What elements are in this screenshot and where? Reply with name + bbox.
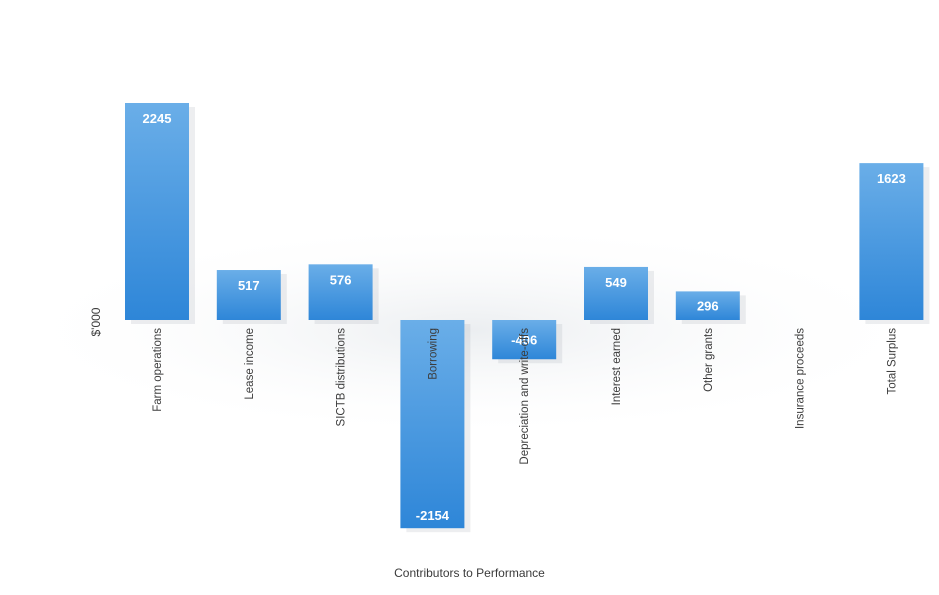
- bar-sictb-distributions: [308, 264, 373, 320]
- labels-layer: 2245 Farm operations 517 Lease income 576 SIC…: [143, 111, 906, 523]
- bar-total-surplus: [859, 163, 924, 320]
- x-tick-label: Borrowing: [427, 328, 439, 380]
- data-label: 517: [238, 278, 260, 293]
- data-label: 296: [697, 299, 719, 314]
- x-tick-label: Insurance proceeds: [795, 328, 807, 429]
- x-tick-label: Depreciation and write-offs: [519, 328, 531, 465]
- y-axis-label: $'000: [89, 307, 103, 336]
- bars-layer: [125, 103, 930, 533]
- data-label: 549: [605, 275, 627, 290]
- x-tick-label: Total Surplus: [886, 328, 898, 395]
- bar-other-grants: [675, 291, 740, 320]
- data-label: -2154: [416, 508, 450, 523]
- data-label: 576: [330, 272, 352, 287]
- bar-interest-earned: [584, 266, 648, 320]
- bar-farm-operations: [125, 103, 189, 320]
- bar-borrowing: [400, 320, 465, 529]
- bar-depreciation-and-write-offs: [492, 320, 557, 360]
- x-tick-label: Farm operations: [152, 328, 164, 412]
- x-tick-label: Lease income: [244, 328, 256, 400]
- x-tick-label: Interest earned: [611, 328, 623, 405]
- x-tick-label: SICTB distributions: [336, 328, 348, 427]
- chart-caption: Contributors to Performance: [394, 566, 545, 580]
- data-label: -406: [511, 333, 537, 348]
- bar-lease-income: [216, 270, 281, 320]
- data-label: 1623: [877, 171, 906, 186]
- x-tick-label: Other grants: [703, 328, 715, 392]
- data-label: 2245: [143, 111, 172, 126]
